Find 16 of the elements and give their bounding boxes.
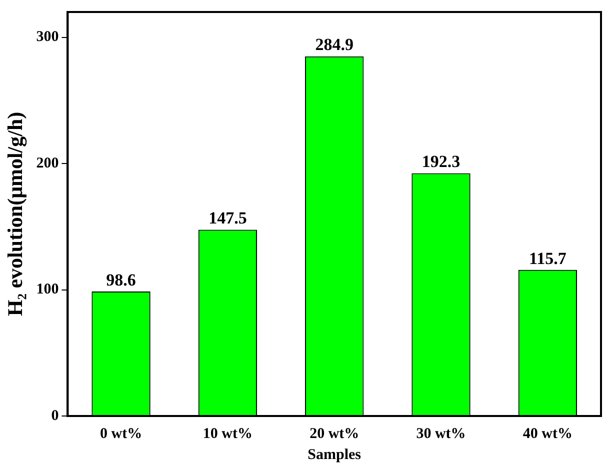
x-tick-label: 30 wt% bbox=[416, 426, 466, 442]
data-label: 284.9 bbox=[315, 35, 354, 54]
y-tick-label: 100 bbox=[36, 282, 59, 298]
x-tick-label: 10 wt% bbox=[202, 426, 252, 442]
data-label: 147.5 bbox=[208, 208, 247, 228]
data-label: 98.6 bbox=[106, 270, 136, 290]
y-axis-title: H₂ evolution(μmol/g/h) bbox=[3, 112, 28, 316]
x-tick-label: 0 wt% bbox=[100, 426, 142, 442]
y-tick-label: 0 bbox=[51, 408, 59, 424]
y-tick-label: 300 bbox=[36, 29, 59, 46]
y-tick-label: 200 bbox=[36, 155, 59, 172]
x-tick-label: 40 wt% bbox=[522, 426, 572, 442]
data-label: 115.7 bbox=[529, 248, 567, 268]
data-label: 192.3 bbox=[422, 152, 460, 172]
x-tick-label: 20 wt% bbox=[310, 426, 360, 442]
x-axis-title: Samples bbox=[308, 446, 362, 463]
